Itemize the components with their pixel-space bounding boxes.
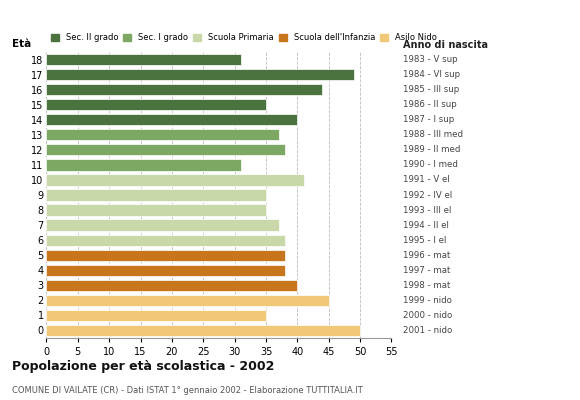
Text: 1994 - II el: 1994 - II el [403, 221, 449, 230]
Bar [46, 325, 360, 336]
Text: 2000 - nido: 2000 - nido [403, 311, 452, 320]
Bar [46, 144, 285, 156]
Bar [46, 174, 304, 186]
Bar [46, 189, 266, 201]
Text: 1985 - III sup: 1985 - III sup [403, 85, 459, 94]
Text: 1999 - nido: 1999 - nido [403, 296, 452, 305]
Text: 1988 - III med: 1988 - III med [403, 130, 463, 139]
Text: 1998 - mat: 1998 - mat [403, 281, 451, 290]
Text: 1995 - I el: 1995 - I el [403, 236, 447, 245]
Bar [46, 129, 278, 140]
Bar [46, 99, 266, 110]
Bar [46, 114, 298, 125]
Text: 1997 - mat: 1997 - mat [403, 266, 451, 275]
Text: 1983 - V sup: 1983 - V sup [403, 55, 458, 64]
Text: Anno di nascita: Anno di nascita [403, 40, 488, 50]
Text: 1996 - mat: 1996 - mat [403, 251, 451, 260]
Bar [46, 204, 266, 216]
Bar [46, 84, 322, 95]
Text: COMUNE DI VAILATE (CR) - Dati ISTAT 1° gennaio 2002 - Elaborazione TUTTITALIA.IT: COMUNE DI VAILATE (CR) - Dati ISTAT 1° g… [12, 386, 362, 395]
Bar [46, 310, 266, 321]
Bar [46, 250, 285, 261]
Text: Età: Età [12, 39, 31, 49]
Text: 1991 - V el: 1991 - V el [403, 176, 450, 184]
Text: 1992 - IV el: 1992 - IV el [403, 190, 452, 200]
Text: 1990 - I med: 1990 - I med [403, 160, 458, 169]
Text: 1989 - II med: 1989 - II med [403, 145, 461, 154]
Bar [46, 265, 285, 276]
Bar [46, 220, 278, 231]
Text: 1986 - II sup: 1986 - II sup [403, 100, 457, 109]
Bar [46, 69, 354, 80]
Bar [46, 234, 285, 246]
Text: Popolazione per età scolastica - 2002: Popolazione per età scolastica - 2002 [12, 360, 274, 373]
Bar [46, 280, 298, 291]
Text: 2001 - nido: 2001 - nido [403, 326, 452, 335]
Text: 1993 - III el: 1993 - III el [403, 206, 451, 214]
Bar [46, 54, 241, 65]
Bar [46, 159, 241, 170]
Legend: Sec. II grado, Sec. I grado, Scuola Primaria, Scuola dell'Infanzia, Asilo Nido: Sec. II grado, Sec. I grado, Scuola Prim… [50, 33, 437, 42]
Text: 1987 - I sup: 1987 - I sup [403, 115, 454, 124]
Text: 1984 - VI sup: 1984 - VI sup [403, 70, 460, 79]
Bar [46, 295, 329, 306]
